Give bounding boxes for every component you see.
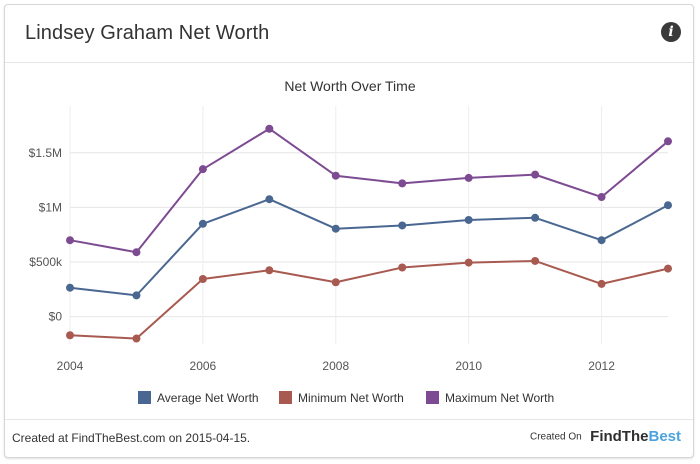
- data-point[interactable]: [198, 274, 207, 283]
- data-point[interactable]: [398, 179, 407, 188]
- data-point[interactable]: [265, 266, 274, 275]
- x-tick-label: 2012: [588, 359, 615, 373]
- series-line-1: [69, 259, 669, 340]
- data-point[interactable]: [464, 258, 473, 267]
- data-point[interactable]: [531, 213, 540, 222]
- data-point[interactable]: [531, 256, 540, 265]
- data-point[interactable]: [597, 279, 606, 288]
- card-footer: Created at FindTheBest.com on 2015-04-15…: [5, 419, 693, 457]
- data-point[interactable]: [132, 291, 141, 300]
- created-on-label: Created On: [530, 431, 582, 443]
- created-at-text: Created at FindTheBest.com on 2015-04-15…: [12, 431, 251, 445]
- chart-card: Lindsey Graham Net Worth i Created at Fi…: [4, 4, 694, 458]
- legend-swatch[interactable]: [138, 391, 151, 404]
- page-title: Lindsey Graham Net Worth: [25, 22, 270, 44]
- y-tick-label: $1M: [39, 200, 62, 214]
- logo-part-2: Best: [648, 428, 681, 446]
- data-point[interactable]: [464, 173, 473, 182]
- x-tick-label: 2004: [57, 359, 84, 373]
- y-tick-label: $500k: [29, 255, 63, 269]
- legend-swatch[interactable]: [426, 391, 439, 404]
- legend-label[interactable]: Average Net Worth: [157, 391, 259, 405]
- series-line-0: [69, 198, 669, 297]
- card-header: Lindsey Graham Net Worth i: [5, 5, 693, 63]
- findthebest-logo: FindTheBest: [590, 428, 681, 445]
- data-point[interactable]: [66, 236, 74, 245]
- x-tick-label: 2010: [455, 359, 482, 373]
- data-point[interactable]: [597, 236, 606, 245]
- data-point[interactable]: [597, 193, 606, 202]
- data-point[interactable]: [331, 278, 340, 287]
- data-point[interactable]: [132, 334, 141, 343]
- data-point[interactable]: [66, 283, 74, 292]
- data-point[interactable]: [66, 331, 74, 340]
- data-point[interactable]: [531, 170, 540, 179]
- data-point[interactable]: [398, 263, 407, 272]
- logo-part-1: FindThe: [590, 428, 649, 446]
- data-point[interactable]: [265, 124, 274, 133]
- data-point[interactable]: [198, 165, 207, 174]
- data-point[interactable]: [132, 248, 141, 257]
- legend-label[interactable]: Maximum Net Worth: [445, 391, 554, 405]
- data-point[interactable]: [331, 224, 340, 233]
- data-point[interactable]: [664, 264, 672, 273]
- series-line-2: [69, 127, 669, 254]
- y-tick-label: $0: [49, 310, 63, 324]
- data-point[interactable]: [198, 219, 207, 228]
- data-point[interactable]: [664, 201, 672, 210]
- x-tick-label: 2008: [322, 359, 349, 373]
- data-point[interactable]: [331, 171, 340, 180]
- y-tick-label: $1.5M: [29, 146, 62, 160]
- findthebest-credit[interactable]: Created On FindTheBest: [530, 428, 681, 446]
- data-point[interactable]: [664, 137, 672, 146]
- info-icon[interactable]: i: [661, 22, 681, 42]
- x-tick-label: 2006: [190, 359, 217, 373]
- data-point[interactable]: [265, 195, 274, 204]
- chart-title: Net Worth Over Time: [284, 78, 415, 94]
- legend-swatch[interactable]: [279, 391, 292, 404]
- data-point[interactable]: [464, 215, 473, 224]
- legend-label[interactable]: Minimum Net Worth: [298, 391, 404, 405]
- data-point[interactable]: [398, 221, 407, 230]
